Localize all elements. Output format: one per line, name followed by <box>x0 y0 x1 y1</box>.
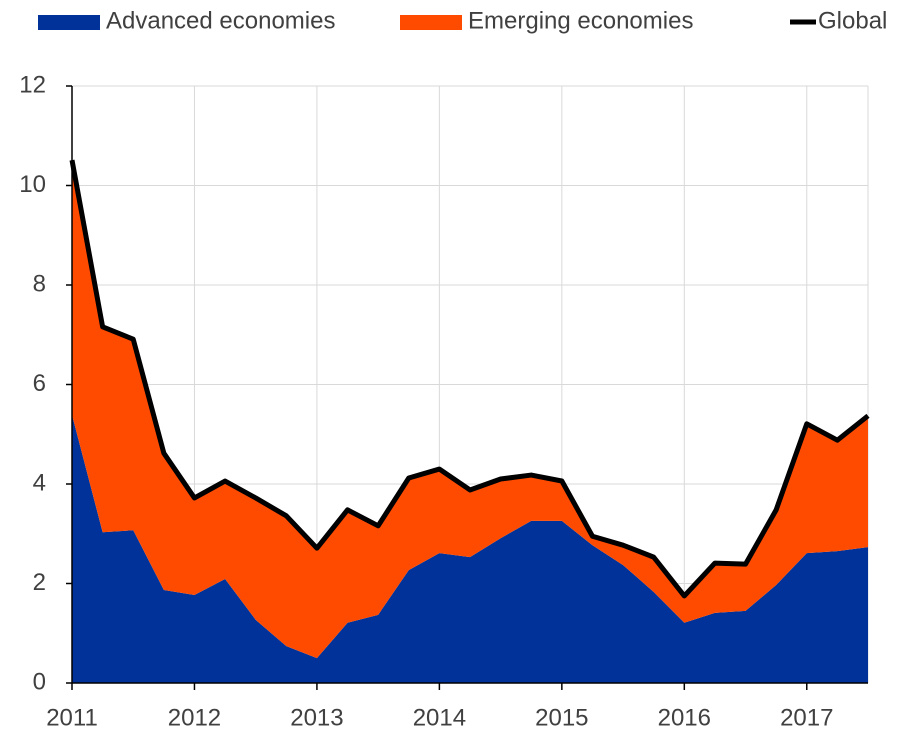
legend-swatch <box>38 15 100 30</box>
y-tick-label: 4 <box>33 469 46 496</box>
x-tick-label: 2013 <box>290 704 343 731</box>
area <box>72 160 868 659</box>
line <box>69 159 870 599</box>
y-tick-label: 10 <box>19 171 46 198</box>
x-tick-label: 2016 <box>658 704 711 731</box>
legend-swatch <box>400 15 462 30</box>
legend-label: Advanced economies <box>106 7 335 34</box>
y-tick-label: 2 <box>33 569 46 596</box>
y-tick-label: 6 <box>33 370 46 397</box>
x-tick-label: 2011 <box>46 704 98 731</box>
x-tick-label: 2015 <box>535 704 588 731</box>
x-tick-label: 2017 <box>780 704 833 731</box>
x-tick-label: 2012 <box>168 704 221 731</box>
area <box>72 414 868 683</box>
legend-label: Global <box>818 7 887 34</box>
legend-label: Emerging economies <box>468 7 693 34</box>
x-tick-label: 2014 <box>413 704 466 731</box>
y-tick-label: 12 <box>19 71 46 98</box>
y-tick-label: 8 <box>33 270 46 297</box>
y-tick-label: 0 <box>33 668 46 695</box>
